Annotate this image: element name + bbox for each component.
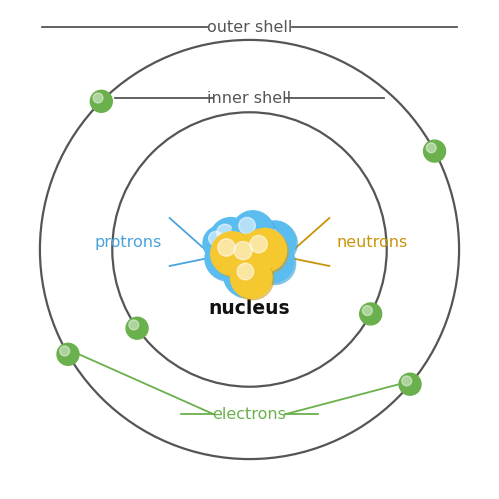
Circle shape	[226, 256, 267, 298]
Circle shape	[237, 263, 253, 280]
Circle shape	[399, 373, 421, 395]
Circle shape	[218, 239, 235, 256]
Circle shape	[254, 221, 296, 262]
Circle shape	[232, 211, 273, 252]
Text: protrons: protrons	[95, 235, 162, 250]
Text: nucleus: nucleus	[209, 299, 290, 318]
Circle shape	[245, 230, 288, 274]
Circle shape	[234, 213, 275, 254]
Circle shape	[232, 258, 273, 300]
Circle shape	[231, 256, 272, 298]
Circle shape	[426, 143, 436, 153]
Circle shape	[239, 218, 255, 234]
Circle shape	[261, 228, 277, 244]
Circle shape	[402, 376, 412, 386]
Circle shape	[217, 224, 234, 241]
Text: neutrons: neutrons	[337, 235, 408, 250]
Circle shape	[207, 240, 248, 281]
Circle shape	[362, 306, 372, 315]
Circle shape	[229, 236, 274, 281]
Circle shape	[209, 232, 223, 246]
Circle shape	[60, 346, 70, 356]
Circle shape	[205, 227, 240, 262]
Circle shape	[212, 245, 228, 261]
Circle shape	[256, 223, 297, 264]
Circle shape	[213, 234, 256, 277]
Circle shape	[210, 218, 251, 259]
Text: electrons: electrons	[213, 407, 286, 422]
Text: inner shell: inner shell	[208, 91, 291, 106]
Circle shape	[252, 242, 294, 283]
Circle shape	[93, 93, 103, 103]
Circle shape	[126, 317, 148, 339]
Circle shape	[129, 320, 139, 330]
Circle shape	[234, 242, 252, 259]
Circle shape	[250, 236, 267, 253]
Circle shape	[360, 303, 382, 325]
Circle shape	[205, 238, 247, 279]
Circle shape	[203, 226, 239, 261]
Circle shape	[243, 229, 286, 272]
Circle shape	[57, 343, 79, 365]
Text: outer shell: outer shell	[207, 20, 292, 35]
Circle shape	[212, 219, 253, 261]
Circle shape	[211, 232, 254, 275]
Circle shape	[259, 248, 276, 264]
Circle shape	[254, 243, 296, 284]
Circle shape	[90, 90, 112, 112]
Circle shape	[224, 255, 265, 296]
Circle shape	[424, 140, 446, 162]
Circle shape	[227, 234, 272, 280]
Circle shape	[231, 261, 247, 278]
